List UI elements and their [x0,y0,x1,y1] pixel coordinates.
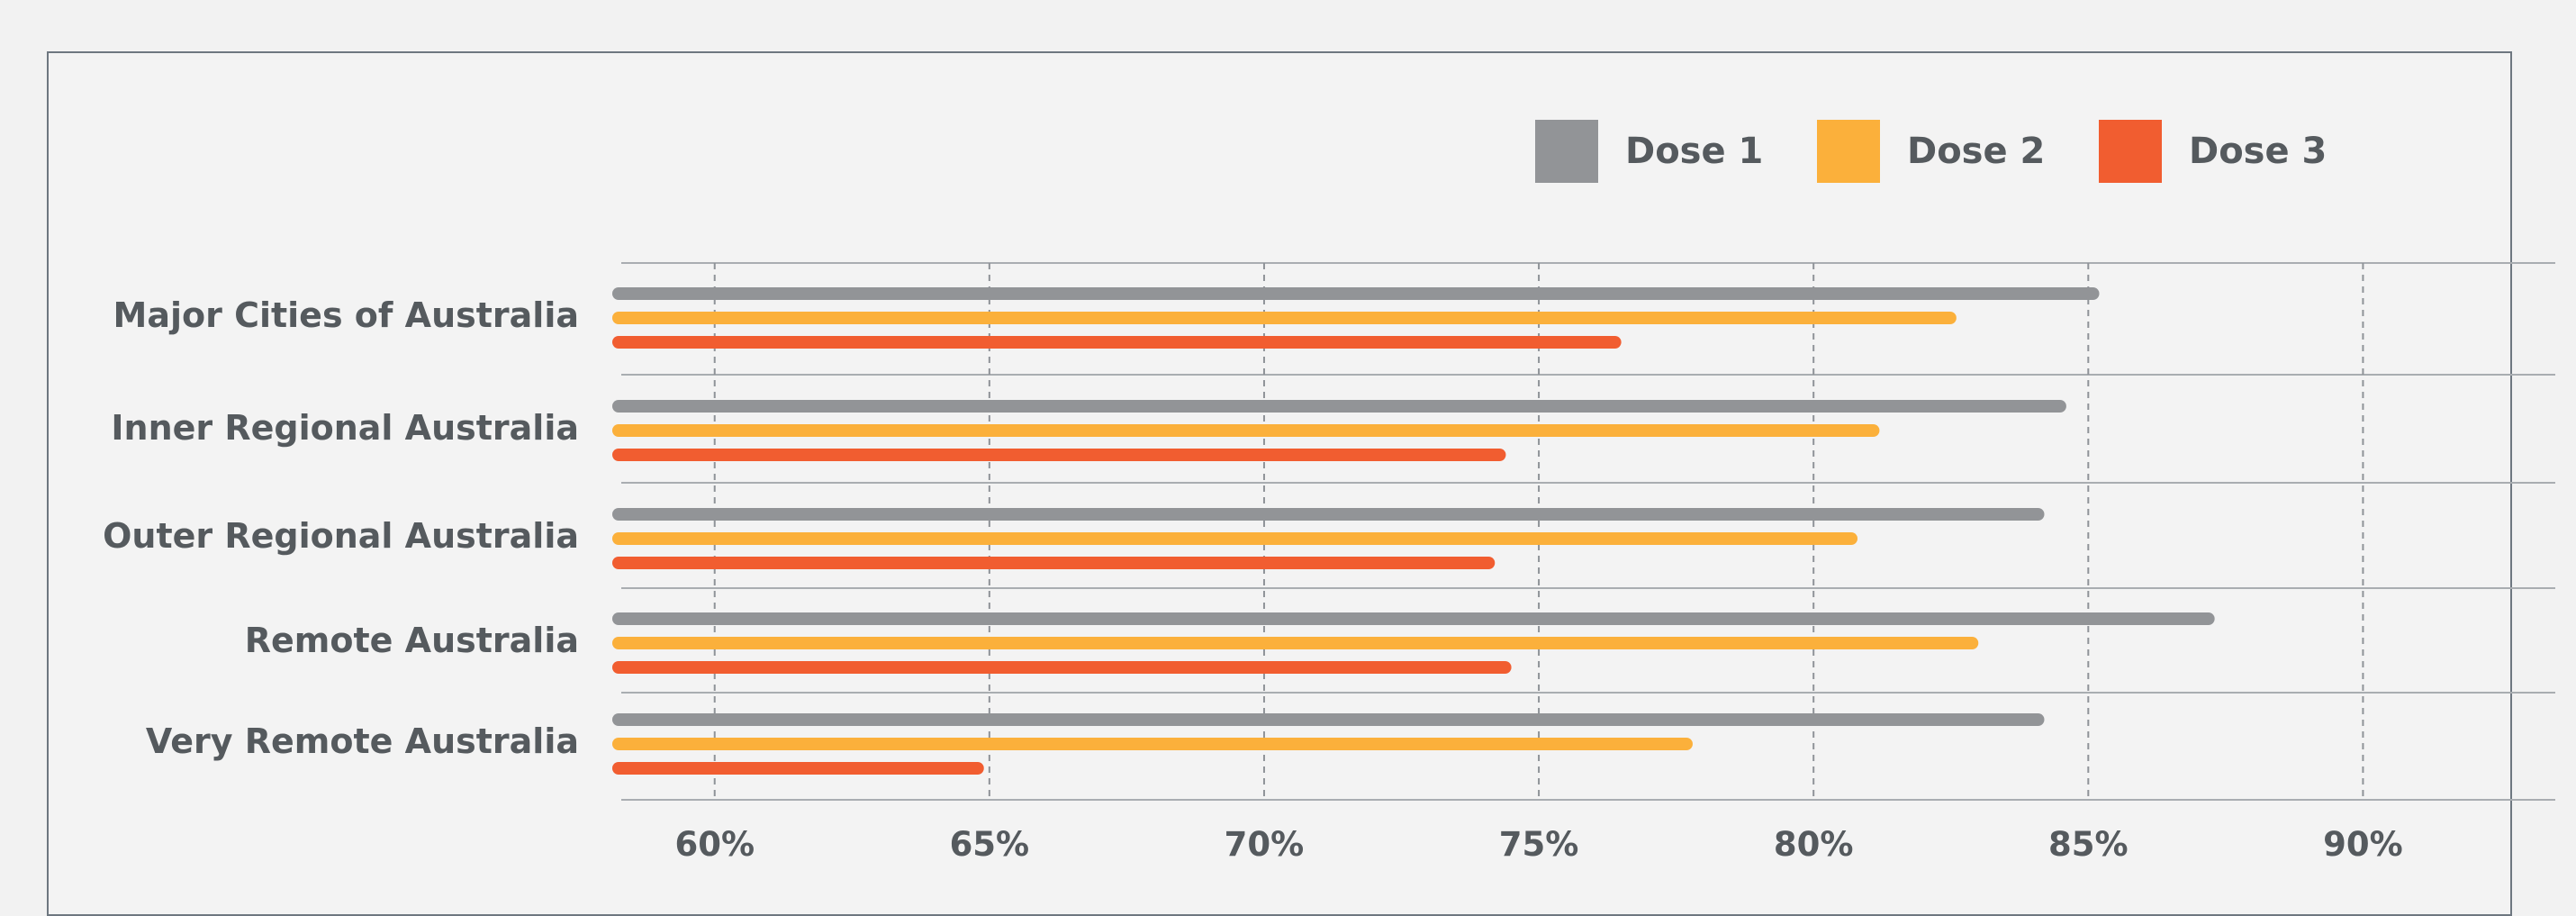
bar-dose-2 [612,738,1693,750]
legend-swatch-dose-3 [2099,120,2162,183]
x-tick-label: 70% [1225,825,1305,864]
legend-label: Dose 1 [1625,131,1763,172]
category-label: Outer Regional Australia [103,516,579,556]
bar-dose-1 [612,612,2215,625]
category-label: Very Remote Australia [146,721,579,761]
x-tick-label: 80% [1774,825,1854,864]
legend-swatch-dose-1 [1535,120,1598,183]
bar-dose-3 [612,449,1506,461]
category-label: Inner Regional Australia [111,408,579,448]
x-tick-label: 90% [2323,825,2403,864]
bar-dose-3 [612,336,1622,349]
bar-dose-1 [612,400,2066,413]
x-tick-label: 65% [950,825,1030,864]
x-tick-label: 60% [674,825,755,864]
bar-dose-3 [612,661,1512,674]
bar-dose-2 [612,637,1979,649]
x-tick-label: 75% [1499,825,1579,864]
bar-dose-1 [612,713,2045,726]
bar-dose-2 [612,532,1858,545]
x-tick-label: 85% [2048,825,2129,864]
bar-dose-2 [612,424,1880,437]
legend-label: Dose 2 [1907,131,2045,172]
bar-dose-3 [612,557,1496,569]
category-label: Remote Australia [245,621,579,660]
bar-dose-2 [612,312,1957,324]
chart: 60% 65% 70% 75% 80% 85% 90% Major Cities of Aus… [103,120,2555,864]
category-label: Major Cities of Australia [113,295,579,335]
bar-dose-1 [612,508,2045,521]
bar-dose-1 [612,287,2100,300]
bar-dose-3 [612,762,984,775]
legend-swatch-dose-2 [1817,120,1880,183]
legend-label: Dose 3 [2189,131,2327,172]
